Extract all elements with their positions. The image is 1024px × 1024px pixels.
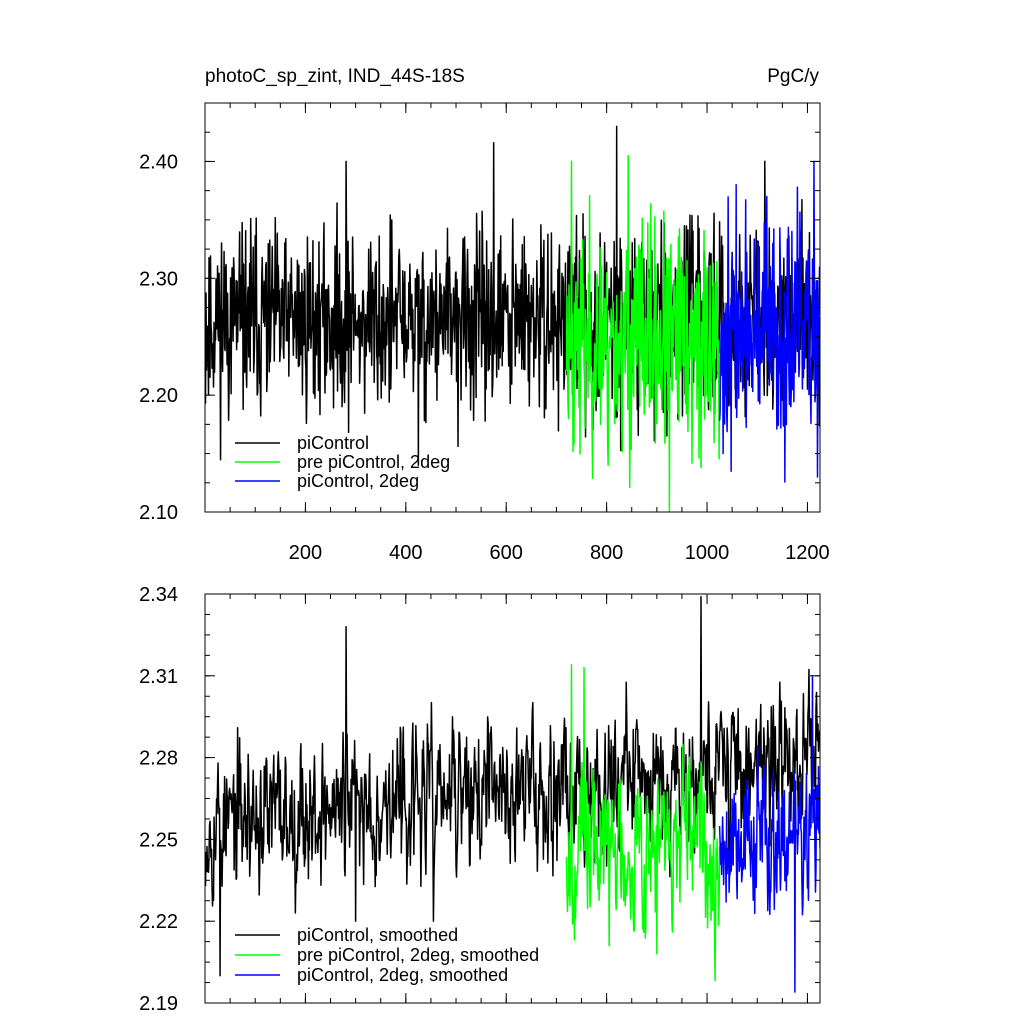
x-tick-label: 600 [490, 542, 523, 564]
series-line-0 [205, 595, 820, 977]
bottom-panel: 2.19 2.22 2.25 2.28 2.31 2.34 piControl, smoot… [139, 584, 821, 1015]
y-tick-label: 2.19 [139, 993, 178, 1015]
y-tick-label: 2.28 [139, 748, 178, 770]
x-tick-label: 1000 [685, 542, 730, 564]
y-tick-label: 2.30 [139, 268, 178, 290]
chart-title: photoC_sp_zint, IND_44S-18S [205, 66, 465, 87]
y-tick-label: 2.31 [139, 666, 178, 688]
series-line-2 [718, 160, 820, 483]
y-tick-label: 2.10 [139, 502, 178, 524]
series-line-2 [718, 675, 820, 993]
legend-label: piControl [297, 433, 369, 453]
legend-label: piControl, smoothed [297, 925, 458, 945]
series-group [205, 595, 820, 993]
top-panel: 2.10 2.20 2.30 2.40 200 400 600 800 1000 1200 piCo… [139, 102, 830, 564]
y-tick-label: 2.25 [139, 829, 178, 851]
x-tick-label: 800 [590, 542, 623, 564]
y-tick-label: 2.34 [139, 584, 178, 606]
series-line-1 [565, 154, 721, 512]
x-tick-label: 200 [289, 542, 322, 564]
chart-units: PgC/y [767, 66, 819, 87]
series-line-1 [565, 664, 721, 982]
y-tick-label: 2.22 [139, 911, 178, 933]
legend-label: pre piControl, 2deg [297, 452, 450, 472]
legend-label: piControl, 2deg [297, 471, 419, 491]
y-tick-label: 2.40 [139, 151, 178, 173]
x-tick-label: 400 [389, 542, 422, 564]
series-group [205, 125, 820, 512]
legend-label: pre piControl, 2deg, smoothed [297, 945, 539, 965]
x-tick-label: 1200 [785, 542, 830, 564]
y-tick-label: 2.20 [139, 385, 178, 407]
legend-label: piControl, 2deg, smoothed [297, 965, 508, 985]
